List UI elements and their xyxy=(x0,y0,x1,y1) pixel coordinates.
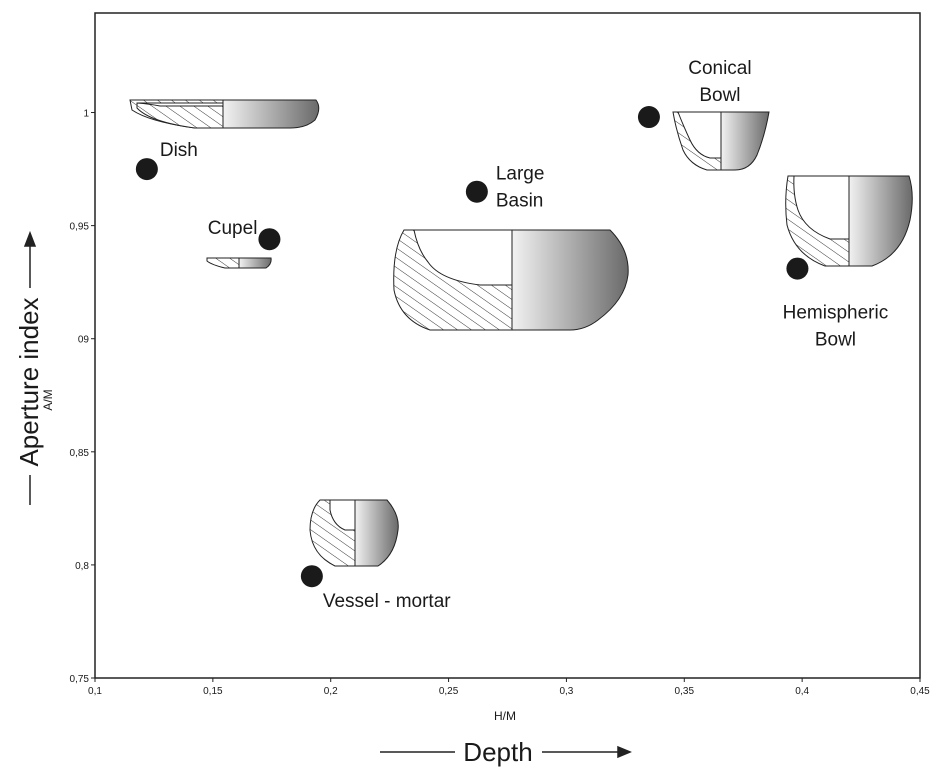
point-label: Cupel xyxy=(208,218,258,239)
y-tick-label: 0,95 xyxy=(70,222,90,233)
y-tick-label: 09 xyxy=(78,335,90,346)
point-label: Large xyxy=(496,164,545,185)
point-label: Bowl xyxy=(815,330,856,351)
point xyxy=(300,565,323,588)
x-tick-label: 0,3 xyxy=(559,686,573,697)
y-arrow-head xyxy=(23,230,37,288)
point-label: Hemispheric xyxy=(783,303,889,324)
y-axis-label: A/M xyxy=(41,389,55,410)
vessel-drawings xyxy=(129,99,913,567)
point-label: Bowl xyxy=(699,85,740,106)
y-tick-label: 0,75 xyxy=(70,674,90,685)
plot-frame xyxy=(94,12,921,679)
point-label: Basin xyxy=(496,191,544,212)
x-tick-label: 0,25 xyxy=(439,686,459,697)
x-tick-label: 0,1 xyxy=(88,686,102,697)
x-tick-label: 0,35 xyxy=(675,686,695,697)
x-tick-label: 0,4 xyxy=(795,686,809,697)
x-arrow-head xyxy=(542,745,632,759)
y-tick-label: 0,8 xyxy=(75,561,89,572)
point xyxy=(637,106,660,129)
point xyxy=(465,180,488,203)
y-axis-title: Aperture index xyxy=(14,297,44,466)
x-tick-label: 0,45 xyxy=(910,686,930,697)
point xyxy=(135,158,158,181)
point-label: Conical xyxy=(688,58,751,79)
y-tick-label: 1 xyxy=(83,109,89,120)
x-tick-label: 0,2 xyxy=(324,686,338,697)
point xyxy=(258,228,281,251)
y-tick-label: 0,85 xyxy=(70,448,90,459)
x-axis-label: H/M xyxy=(494,709,516,723)
point-label: Dish xyxy=(160,140,198,161)
point xyxy=(786,257,809,280)
x-axis-title: Depth xyxy=(463,737,532,767)
point-label: Vessel - mortar xyxy=(323,591,451,612)
x-tick-label: 0,15 xyxy=(203,686,223,697)
